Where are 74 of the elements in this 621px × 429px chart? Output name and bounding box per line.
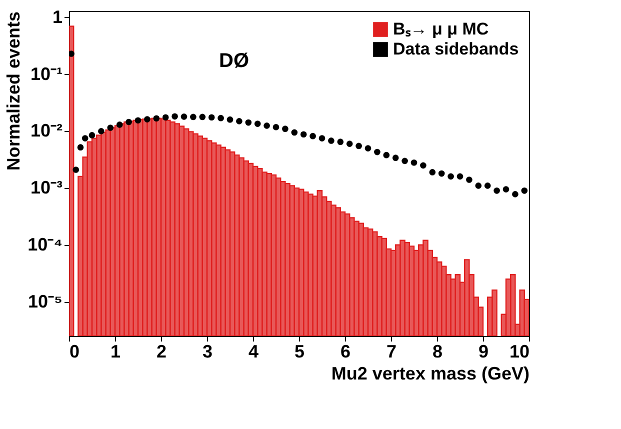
- point: [77, 144, 84, 150]
- point: [272, 124, 280, 130]
- point: [484, 182, 491, 189]
- x-tick-label: 10: [509, 342, 530, 362]
- legend-label: Bₛ→ μ μ MC: [393, 20, 489, 38]
- point: [282, 126, 288, 132]
- point: [328, 138, 334, 144]
- point: [218, 114, 224, 122]
- point: [356, 142, 362, 150]
- y-tick-label: 10⁻²: [30, 120, 63, 141]
- point: [190, 114, 196, 120]
- point: [134, 117, 142, 124]
- point: [318, 135, 326, 142]
- point: [107, 124, 114, 131]
- annotation: DØ: [219, 50, 249, 72]
- point: [402, 158, 408, 164]
- point: [346, 140, 353, 147]
- point: [199, 114, 206, 120]
- point: [364, 145, 372, 152]
- y-tick-label: 10⁻⁵: [28, 291, 62, 312]
- legend-label: Data sidebands: [393, 40, 519, 58]
- y-axis-title: Normalized events: [4, 12, 24, 171]
- point: [208, 114, 215, 121]
- point: [475, 182, 482, 189]
- point: [226, 116, 234, 123]
- point: [172, 113, 178, 120]
- x-axis-title: Mu2 vertex mass (GeV): [331, 364, 530, 384]
- point: [310, 132, 316, 140]
- x-tick-label: 4: [248, 342, 259, 362]
- point: [82, 135, 88, 142]
- point: [410, 159, 418, 166]
- point: [502, 186, 510, 192]
- x-tick-label: 7: [386, 342, 397, 362]
- point: [144, 116, 150, 122]
- point: [126, 118, 132, 126]
- point: [466, 176, 472, 183]
- y-tick-label: 1: [52, 6, 62, 27]
- point: [438, 170, 445, 177]
- point: [420, 162, 426, 169]
- point: [153, 115, 160, 122]
- x-tick-label: 8: [432, 342, 443, 362]
- point: [88, 132, 96, 138]
- x-tick-label: 3: [202, 342, 213, 362]
- point: [429, 169, 436, 176]
- x-tick-label: 0: [70, 342, 80, 362]
- point: [69, 50, 74, 57]
- point: [337, 138, 344, 145]
- y-tick-label: 10⁻⁴: [28, 234, 62, 254]
- point: [245, 119, 252, 126]
- point: [254, 120, 261, 127]
- x-tick-label: 5: [294, 342, 305, 362]
- point: [521, 188, 528, 194]
- point: [456, 173, 464, 180]
- point: [383, 152, 390, 158]
- point: [116, 122, 123, 128]
- x-tick-label: 6: [340, 342, 351, 362]
- point: [98, 128, 104, 134]
- x-tick-label: 1: [110, 342, 121, 362]
- point: [180, 114, 188, 120]
- x-tick-label: 2: [156, 342, 167, 362]
- point: [300, 131, 307, 138]
- point: [236, 118, 242, 124]
- y-tick-label: 10⁻³: [30, 178, 63, 198]
- point: [162, 114, 169, 121]
- point: [291, 129, 298, 136]
- point: [264, 122, 270, 129]
- point: [512, 191, 518, 198]
- point: [374, 148, 380, 156]
- y-tick-label: 10⁻¹: [30, 64, 63, 84]
- point: [392, 154, 399, 161]
- point: [448, 173, 454, 180]
- x-tick-label: 9: [478, 342, 489, 362]
- point: [72, 166, 80, 173]
- point: [494, 188, 500, 194]
